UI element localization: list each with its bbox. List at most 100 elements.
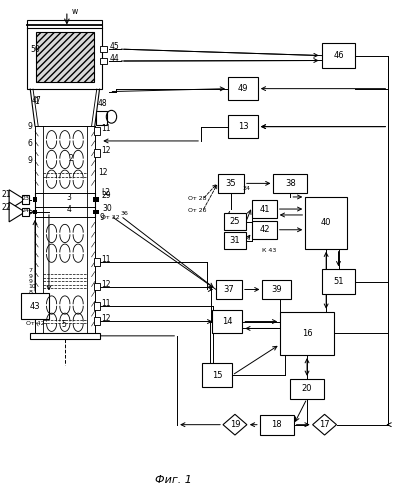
Bar (290, 379, 324, 399)
Polygon shape (9, 190, 25, 210)
Text: 36: 36 (120, 211, 129, 216)
Text: 12: 12 (101, 314, 111, 323)
Text: 16: 16 (302, 329, 312, 338)
Bar (228, 77, 258, 100)
Text: 10: 10 (28, 284, 36, 289)
Text: 9: 9 (28, 122, 33, 131)
Text: 9: 9 (100, 213, 105, 222)
Bar (212, 310, 242, 333)
Bar (322, 269, 355, 294)
Text: 40: 40 (321, 219, 331, 228)
Text: Фиг. 1: Фиг. 1 (155, 476, 192, 486)
Bar (95, 198, 98, 202)
Text: 5: 5 (61, 320, 66, 329)
Bar (27, 20, 102, 89)
Text: 4: 4 (67, 205, 72, 214)
Bar (280, 312, 334, 355)
Text: 9: 9 (28, 279, 33, 284)
Bar (101, 46, 107, 52)
Bar (218, 174, 244, 193)
Text: 24: 24 (22, 208, 30, 213)
Text: 15: 15 (212, 371, 222, 380)
Text: 12: 12 (98, 169, 108, 178)
Text: 20: 20 (302, 384, 312, 393)
Text: 49: 49 (238, 84, 248, 93)
Bar (224, 232, 246, 249)
Text: 48: 48 (98, 99, 107, 108)
Bar (93, 210, 96, 214)
Bar (94, 258, 101, 266)
Text: От 42: От 42 (26, 321, 44, 326)
Text: L2: L2 (101, 188, 110, 197)
Text: 11: 11 (101, 299, 111, 308)
Text: От 28: От 28 (188, 196, 207, 201)
Text: 35: 35 (225, 179, 236, 188)
Bar (94, 149, 101, 157)
Text: 51: 51 (333, 277, 344, 286)
Text: 1: 1 (34, 97, 39, 106)
Text: 30: 30 (102, 204, 112, 213)
Bar (252, 200, 277, 218)
Bar (274, 174, 307, 193)
Bar (252, 221, 277, 239)
Text: 43: 43 (30, 302, 40, 311)
Text: 13: 13 (238, 122, 248, 131)
Text: 18: 18 (271, 420, 282, 429)
Polygon shape (9, 202, 25, 222)
Text: 31: 31 (230, 236, 240, 245)
Bar (33, 210, 37, 214)
Bar (224, 214, 246, 230)
Text: 14: 14 (222, 317, 233, 326)
Text: 2: 2 (69, 154, 74, 163)
Text: 37: 37 (223, 285, 234, 294)
Text: 3: 3 (67, 193, 72, 202)
Bar (93, 198, 96, 202)
Text: 23: 23 (22, 196, 30, 201)
Bar (101, 58, 107, 64)
Text: 22: 22 (2, 203, 11, 212)
Text: 12: 12 (101, 146, 111, 155)
Text: 11: 11 (101, 255, 111, 264)
Bar (30, 333, 100, 339)
Text: 50: 50 (30, 45, 40, 54)
Bar (94, 302, 101, 310)
Text: К 43: К 43 (262, 249, 276, 253)
Text: 25: 25 (230, 218, 240, 227)
Bar (94, 282, 101, 290)
Text: 9: 9 (28, 273, 33, 278)
Text: 19: 19 (230, 420, 240, 429)
Text: 47: 47 (32, 96, 42, 105)
Text: 34: 34 (242, 186, 250, 191)
Text: 9: 9 (28, 156, 33, 165)
Bar (21, 293, 49, 319)
Bar (228, 115, 258, 139)
Text: 38: 38 (285, 179, 296, 188)
Bar (33, 198, 37, 202)
Text: От 26: От 26 (188, 209, 207, 214)
Bar (202, 363, 232, 387)
Text: 42: 42 (259, 225, 270, 234)
Text: 8: 8 (28, 290, 33, 295)
Text: 39: 39 (271, 285, 282, 294)
Bar (305, 197, 347, 249)
Bar (22, 208, 29, 217)
Text: 11: 11 (101, 124, 111, 133)
Text: 45: 45 (109, 42, 119, 51)
Text: От 32: От 32 (101, 215, 120, 220)
Text: 44: 44 (109, 54, 119, 63)
Bar (216, 280, 242, 299)
Text: 17: 17 (319, 420, 330, 429)
Bar (94, 127, 101, 135)
Bar (95, 210, 98, 214)
Text: 7: 7 (28, 267, 33, 273)
Bar (260, 415, 294, 435)
Text: 46: 46 (333, 51, 344, 60)
Bar (22, 195, 29, 204)
Text: w: w (72, 7, 78, 16)
Text: 12: 12 (101, 279, 111, 288)
Text: 29: 29 (102, 191, 112, 200)
Bar (322, 43, 355, 68)
Polygon shape (313, 414, 337, 435)
Bar (94, 317, 101, 325)
Text: 6: 6 (28, 139, 33, 148)
